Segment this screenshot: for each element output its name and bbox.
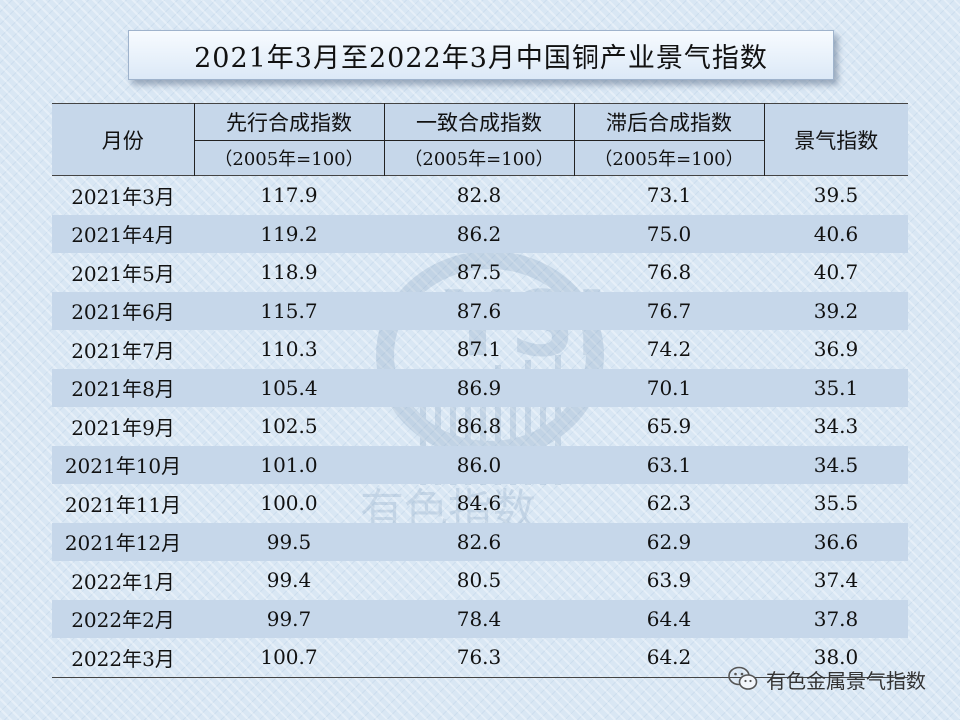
cell-leading: 118.9 [260, 260, 318, 285]
cell-coincident: 87.1 [456, 337, 502, 362]
cell-coincident: 82.6 [384, 522, 574, 561]
header-coincident-base: （2005年=100） [383, 140, 574, 176]
cell-lagging: 70.1 [574, 368, 764, 407]
table-row: 2021年7月 110.3 87.1 74.2 36.9 [52, 330, 908, 369]
cell-prosperity: 36.6 [764, 522, 908, 561]
cell-coincident: 86.8 [456, 414, 502, 439]
table-row: 2022年3月 100.7 76.3 64.2 38.0 [52, 638, 908, 677]
cell-prosperity: 35.5 [813, 491, 859, 516]
cell-coincident: 86.2 [384, 214, 574, 253]
wechat-account-name: 有色金属景气指数 [766, 668, 926, 693]
cell-lagging: 62.9 [574, 522, 764, 561]
cell-month: 2021年11月 [64, 492, 182, 517]
cell-month: 2021年3月 [71, 184, 175, 209]
wechat-account: 有色金属景气指数 [728, 664, 926, 694]
cell-prosperity: 34.5 [764, 445, 908, 484]
cell-coincident: 87.6 [384, 291, 574, 330]
cell-prosperity: 38.0 [813, 645, 859, 670]
cell-month: 2021年12月 [52, 522, 194, 561]
table-row: 2021年11月 100.0 84.6 62.3 35.5 [52, 484, 908, 523]
cell-lagging: 63.9 [646, 568, 692, 593]
header-coincident: 一致合成指数 [383, 103, 574, 141]
cell-leading: 117.9 [260, 183, 318, 208]
cell-prosperity: 40.7 [813, 260, 859, 285]
header-prosperity: 景气指数 [764, 103, 908, 176]
copper-prosperity-table: 月份 先行合成指数 一致合成指数 滞后合成指数 景气指数 （2005年=100）… [52, 103, 908, 678]
cell-month: 2021年5月 [71, 261, 175, 286]
cell-lagging: 74.2 [646, 337, 692, 362]
cell-month: 2021年4月 [52, 214, 194, 253]
cell-lagging: 64.4 [574, 599, 764, 638]
cell-leading: 101.0 [194, 445, 384, 484]
table-row: 2021年5月 118.9 87.5 76.8 40.7 [52, 253, 908, 292]
cell-lagging: 75.0 [574, 214, 764, 253]
cell-leading: 115.7 [194, 291, 384, 330]
cell-prosperity: 37.4 [813, 568, 859, 593]
cell-leading: 110.3 [260, 337, 318, 362]
table-row: 2021年8月 105.4 86.9 70.1 35.1 [52, 368, 908, 407]
cell-month: 2021年9月 [71, 415, 175, 440]
cell-month: 2022年1月 [71, 569, 175, 594]
cell-lagging: 76.8 [646, 260, 692, 285]
table-row: 2022年1月 99.4 80.5 63.9 37.4 [52, 561, 908, 600]
cell-leading: 105.4 [194, 368, 384, 407]
cell-month: 2021年7月 [71, 338, 175, 363]
cell-prosperity: 34.3 [813, 414, 859, 439]
header-lagging: 滞后合成指数 [573, 103, 765, 141]
cell-leading: 100.0 [260, 491, 318, 516]
cell-leading: 119.2 [194, 214, 384, 253]
cell-coincident: 80.5 [456, 568, 502, 593]
cell-month: 2022年3月 [71, 646, 175, 671]
table-row: 2021年12月 99.5 82.6 62.9 36.6 [52, 522, 908, 561]
cell-month: 2021年10月 [52, 445, 194, 484]
cell-month: 2021年6月 [52, 291, 194, 330]
cell-prosperity: 37.8 [764, 599, 908, 638]
cell-month: 2022年2月 [52, 599, 194, 638]
table-row: 2021年3月 117.9 82.8 73.1 39.5 [52, 176, 908, 215]
header-lagging-base: （2005年=100） [573, 140, 765, 176]
table-row: 2021年4月 119.2 86.2 75.0 40.6 [52, 214, 908, 253]
cell-leading: 99.4 [266, 568, 312, 593]
cell-leading: 99.5 [194, 522, 384, 561]
wechat-icon [728, 666, 758, 690]
cell-leading: 99.7 [194, 599, 384, 638]
table-row: 2021年10月 101.0 86.0 63.1 34.5 [52, 445, 908, 484]
cell-prosperity: 36.9 [813, 337, 859, 362]
cell-lagging: 73.1 [646, 183, 692, 208]
cell-lagging: 62.3 [646, 491, 692, 516]
cell-lagging: 63.1 [574, 445, 764, 484]
cell-coincident: 78.4 [384, 599, 574, 638]
cell-coincident: 84.6 [456, 491, 502, 516]
table-row: 2022年2月 99.7 78.4 64.4 37.8 [52, 599, 908, 638]
cell-coincident: 82.8 [456, 183, 502, 208]
cell-month: 2021年8月 [52, 368, 194, 407]
cell-coincident: 86.0 [384, 445, 574, 484]
header-leading: 先行合成指数 [193, 103, 384, 141]
cell-leading: 100.7 [260, 645, 318, 670]
cell-lagging: 65.9 [646, 414, 692, 439]
cell-lagging: 76.7 [574, 291, 764, 330]
cell-coincident: 87.5 [456, 260, 502, 285]
cell-prosperity: 40.6 [764, 214, 908, 253]
page-title: 2021年3月至2022年3月中国铜产业景气指数 [128, 30, 834, 80]
cell-prosperity: 35.1 [764, 368, 908, 407]
header-leading-base: （2005年=100） [193, 140, 384, 176]
header-month: 月份 [52, 103, 194, 176]
table-row: 2021年9月 102.5 86.8 65.9 34.3 [52, 407, 908, 446]
cell-prosperity: 39.5 [813, 183, 859, 208]
cell-lagging: 64.2 [646, 645, 692, 670]
table-row: 2021年6月 115.7 87.6 76.7 39.2 [52, 291, 908, 330]
cell-coincident: 76.3 [456, 645, 502, 670]
cell-prosperity: 39.2 [764, 291, 908, 330]
cell-coincident: 86.9 [384, 368, 574, 407]
cell-leading: 102.5 [260, 414, 318, 439]
